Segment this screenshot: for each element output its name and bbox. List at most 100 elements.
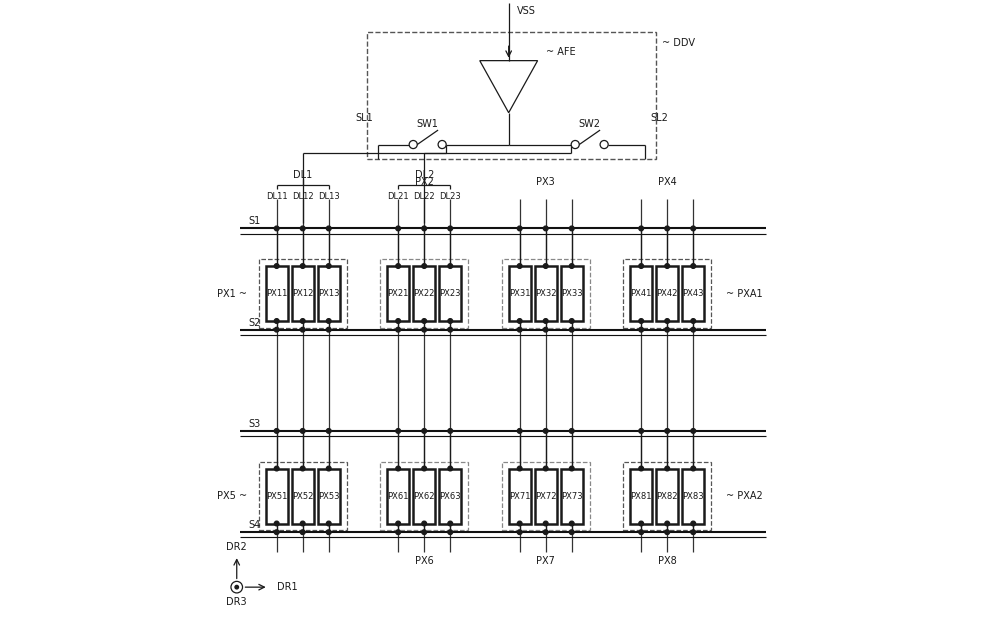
- Circle shape: [326, 530, 331, 535]
- Circle shape: [396, 318, 400, 324]
- Text: PX21: PX21: [387, 289, 409, 298]
- Text: SL1: SL1: [355, 114, 373, 123]
- Circle shape: [691, 429, 696, 433]
- Circle shape: [422, 327, 427, 332]
- Circle shape: [326, 318, 331, 324]
- Circle shape: [691, 264, 696, 268]
- Circle shape: [665, 226, 670, 230]
- Circle shape: [639, 429, 643, 433]
- Bar: [380, 259, 468, 328]
- Circle shape: [300, 530, 305, 535]
- Text: ~ DDV: ~ DDV: [662, 39, 695, 48]
- Text: PX42: PX42: [657, 289, 678, 298]
- Bar: [682, 266, 704, 321]
- Bar: [413, 266, 435, 321]
- Text: SW2: SW2: [579, 119, 601, 129]
- Circle shape: [517, 429, 522, 433]
- Circle shape: [517, 466, 522, 471]
- Circle shape: [274, 226, 279, 230]
- Circle shape: [543, 264, 548, 268]
- Text: PX63: PX63: [439, 492, 461, 501]
- Text: PX73: PX73: [561, 492, 583, 501]
- Text: S3: S3: [248, 419, 261, 429]
- Text: PX53: PX53: [318, 492, 339, 501]
- Circle shape: [438, 141, 446, 148]
- Circle shape: [665, 530, 670, 535]
- Text: PX61: PX61: [387, 492, 409, 501]
- Circle shape: [639, 226, 643, 230]
- Circle shape: [543, 466, 548, 471]
- Text: PX62: PX62: [413, 492, 435, 501]
- Text: PX51: PX51: [266, 492, 287, 501]
- Text: PX71: PX71: [509, 492, 530, 501]
- Text: DR2: DR2: [226, 542, 247, 551]
- Bar: [318, 266, 340, 321]
- Bar: [656, 266, 678, 321]
- Circle shape: [448, 327, 453, 332]
- Bar: [387, 266, 409, 321]
- Text: PX13: PX13: [318, 289, 339, 298]
- Circle shape: [326, 327, 331, 332]
- Circle shape: [569, 264, 574, 268]
- Bar: [656, 469, 678, 523]
- Circle shape: [639, 327, 643, 332]
- Bar: [413, 469, 435, 523]
- Circle shape: [422, 429, 427, 433]
- Circle shape: [274, 530, 279, 535]
- Text: DL22: DL22: [413, 192, 435, 201]
- Bar: [630, 469, 652, 523]
- Circle shape: [300, 429, 305, 433]
- Text: PX52: PX52: [292, 492, 313, 501]
- Bar: [535, 469, 557, 523]
- Text: DL12: DL12: [292, 192, 314, 201]
- Circle shape: [326, 429, 331, 433]
- Circle shape: [665, 264, 670, 268]
- Circle shape: [448, 521, 453, 526]
- Circle shape: [300, 521, 305, 526]
- Bar: [367, 31, 656, 159]
- Circle shape: [517, 327, 522, 332]
- Text: DL13: DL13: [318, 192, 340, 201]
- Circle shape: [235, 586, 238, 589]
- Circle shape: [665, 466, 670, 471]
- Text: SW1: SW1: [417, 119, 439, 129]
- Circle shape: [639, 521, 643, 526]
- Circle shape: [300, 327, 305, 332]
- Text: PX11: PX11: [266, 289, 287, 298]
- Text: PX23: PX23: [439, 289, 461, 298]
- Circle shape: [517, 318, 522, 324]
- Circle shape: [274, 466, 279, 471]
- Bar: [266, 266, 288, 321]
- Circle shape: [691, 327, 696, 332]
- Circle shape: [639, 264, 643, 268]
- Bar: [292, 469, 314, 523]
- Circle shape: [569, 226, 574, 230]
- Circle shape: [300, 264, 305, 268]
- Circle shape: [274, 264, 279, 268]
- Circle shape: [274, 327, 279, 332]
- Circle shape: [569, 466, 574, 471]
- Bar: [439, 266, 461, 321]
- Text: PX33: PX33: [561, 289, 583, 298]
- Bar: [682, 469, 704, 523]
- Text: ~ PXA1: ~ PXA1: [726, 288, 762, 299]
- Circle shape: [422, 264, 427, 268]
- Text: PX12: PX12: [292, 289, 313, 298]
- Text: PX41: PX41: [630, 289, 652, 298]
- Circle shape: [691, 226, 696, 230]
- Text: DR1: DR1: [277, 582, 298, 592]
- Circle shape: [543, 327, 548, 332]
- Text: S2: S2: [248, 318, 261, 327]
- Text: DL11: DL11: [266, 192, 287, 201]
- Text: ~ PXA2: ~ PXA2: [726, 491, 762, 501]
- Circle shape: [639, 530, 643, 535]
- Circle shape: [543, 530, 548, 535]
- Text: PX72: PX72: [535, 492, 556, 501]
- Bar: [630, 266, 652, 321]
- Circle shape: [274, 318, 279, 324]
- Bar: [439, 469, 461, 523]
- Circle shape: [300, 318, 305, 324]
- Circle shape: [274, 521, 279, 526]
- Bar: [292, 266, 314, 321]
- Circle shape: [600, 141, 608, 148]
